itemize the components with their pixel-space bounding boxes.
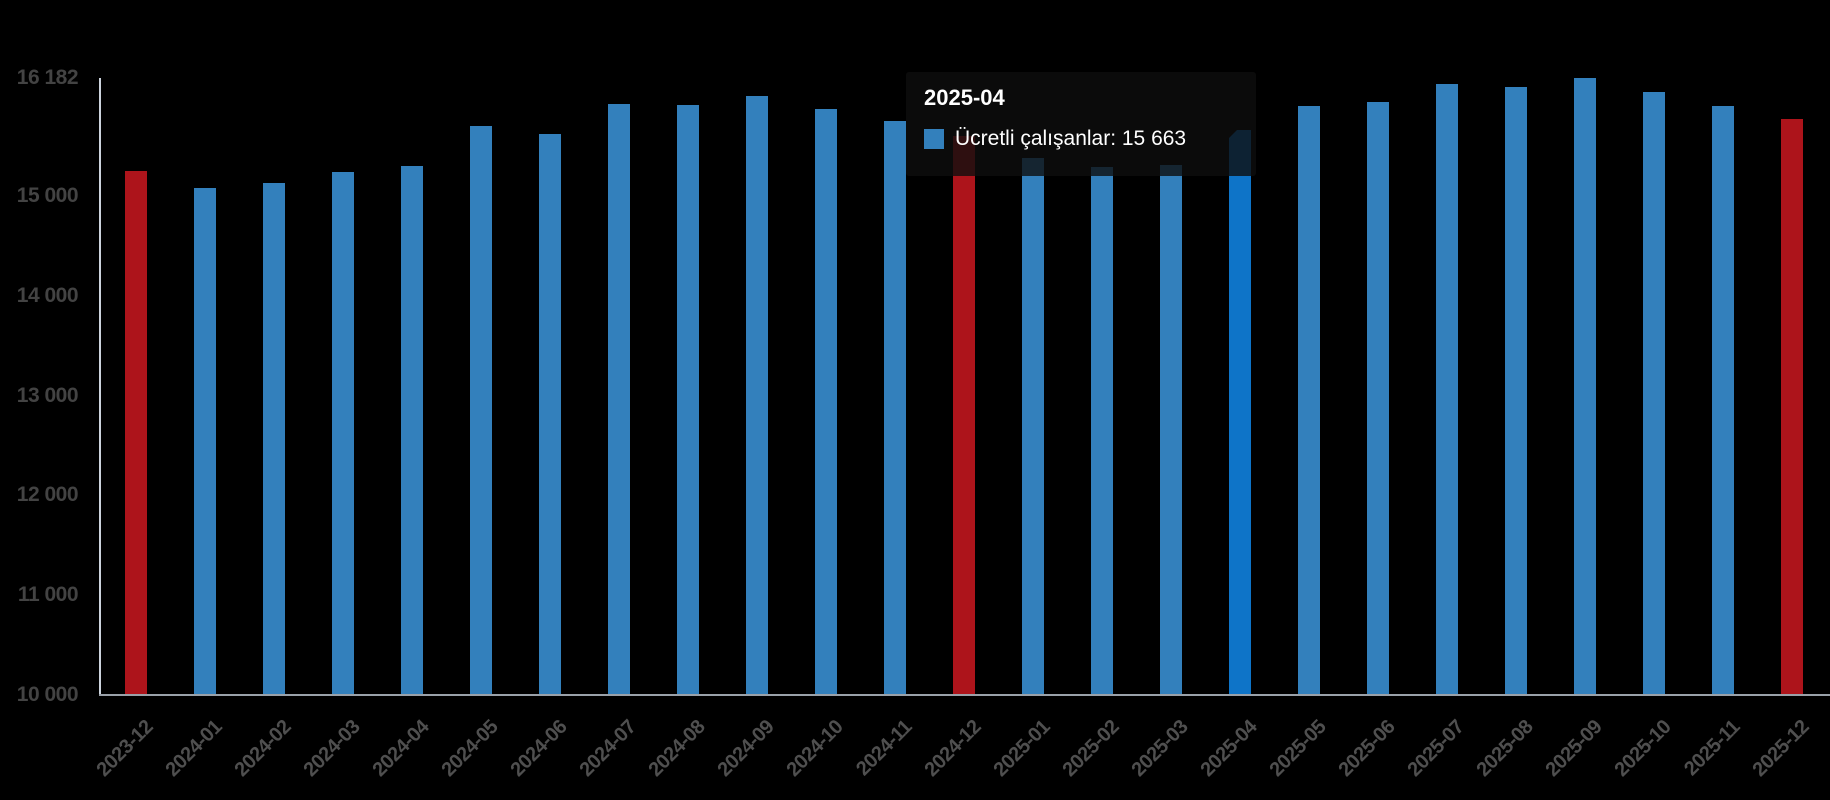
bar-2024-04[interactable] (401, 166, 423, 695)
x-tick-2024-06: 2024-06 (506, 716, 572, 781)
bar-2023-12[interactable] (125, 171, 147, 695)
series-legend-marker (924, 129, 944, 149)
tooltip: 2025-04 Ücretli çalışanlar: 15 663 (906, 72, 1256, 176)
x-tick-2024-09: 2024-09 (713, 716, 779, 781)
bar-2024-03[interactable] (332, 172, 354, 695)
x-tick-2025-05: 2025-05 (1265, 716, 1331, 781)
x-tick-2025-12: 2025-12 (1748, 716, 1814, 781)
y-tick-13000: 13 000 (16, 384, 79, 407)
bar-2024-07[interactable] (608, 104, 630, 695)
x-tick-2024-07: 2024-07 (575, 716, 641, 781)
x-tick-2025-08: 2025-08 (1472, 716, 1538, 781)
y-tick-16182: 16 182 (16, 66, 79, 89)
bar-2024-02[interactable] (263, 183, 285, 695)
x-tick-2025-09: 2025-09 (1541, 716, 1607, 781)
bar-2025-08[interactable] (1505, 87, 1527, 695)
bar-2024-05[interactable] (470, 126, 492, 695)
bar-2025-05[interactable] (1298, 106, 1320, 695)
y-tick-11000: 11 000 (17, 583, 79, 606)
bar-2025-03[interactable] (1160, 165, 1182, 695)
x-tick-2024-02: 2024-02 (230, 716, 296, 781)
bar-2025-07[interactable] (1436, 84, 1458, 695)
bar-2024-10[interactable] (815, 109, 837, 695)
bar-2025-04[interactable] (1229, 130, 1251, 695)
x-tick-2024-01: 2024-01 (161, 716, 227, 781)
x-tick-2024-03: 2024-03 (299, 716, 365, 781)
bar-2025-09[interactable] (1574, 78, 1596, 695)
bar-2024-06[interactable] (539, 134, 561, 695)
y-tick-10000: 10 000 (16, 683, 79, 706)
x-tick-2024-12: 2024-12 (920, 716, 986, 781)
y-tick-14000: 14 000 (16, 284, 79, 307)
x-tick-2025-06: 2025-06 (1334, 716, 1400, 781)
bar-2025-06[interactable] (1367, 102, 1389, 695)
x-tick-2025-10: 2025-10 (1610, 716, 1676, 781)
bar-2024-09[interactable] (746, 96, 768, 695)
x-tick-2025-11: 2025-11 (1680, 716, 1745, 781)
x-tick-2024-05: 2024-05 (437, 716, 503, 781)
x-tick-2024-08: 2024-08 (644, 716, 710, 781)
x-tick-2024-10: 2024-10 (782, 716, 848, 781)
y-tick-12000: 12 000 (16, 483, 79, 506)
bar-2025-11[interactable] (1712, 106, 1734, 695)
bar-2024-12[interactable] (953, 136, 975, 695)
bar-2025-10[interactable] (1643, 92, 1665, 695)
bar-2025-12[interactable] (1781, 119, 1803, 695)
bar-2024-11[interactable] (884, 121, 906, 695)
x-tick-2025-03: 2025-03 (1127, 716, 1193, 781)
y-axis-line (99, 78, 101, 695)
x-tick-2024-04: 2024-04 (368, 716, 434, 781)
tooltip-title: 2025-04 (924, 85, 1005, 110)
bar-2024-01[interactable] (194, 188, 216, 695)
x-tick-2024-11: 2024-11 (852, 716, 917, 781)
x-tick-2025-01: 2025-01 (989, 716, 1055, 781)
bar-2025-01[interactable] (1022, 158, 1044, 695)
x-axis-line (99, 694, 1830, 696)
bar-2024-08[interactable] (677, 105, 699, 695)
x-tick-2025-02: 2025-02 (1058, 716, 1124, 781)
y-tick-15000: 15 000 (16, 184, 79, 207)
tooltip-value-text: Ücretli çalışanlar: 15 663 (955, 127, 1187, 150)
x-tick-2025-04: 2025-04 (1196, 716, 1262, 781)
bar-2025-02[interactable] (1091, 167, 1113, 695)
tooltip-series-row: Ücretli çalışanlar: 15 663 (924, 127, 1238, 151)
x-tick-2025-07: 2025-07 (1403, 716, 1469, 781)
x-tick-2023-12: 2023-12 (92, 716, 158, 781)
